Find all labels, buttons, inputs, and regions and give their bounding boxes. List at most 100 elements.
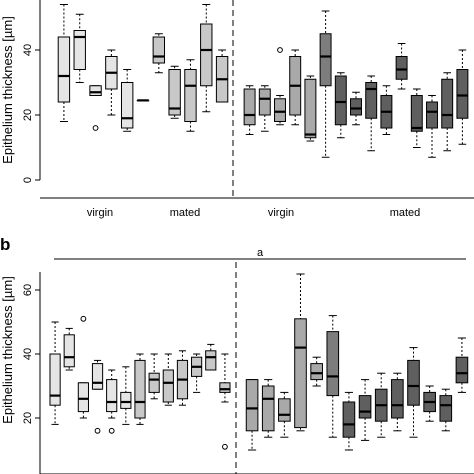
box-iqr [410, 95, 423, 132]
box-iqr [200, 23, 213, 87]
y-axis-label-bottom: Epithelium thickness [µm] [0, 276, 15, 424]
y-axis-top: 0 20 40 [22, 0, 41, 183]
box [395, 43, 408, 90]
box [274, 47, 286, 126]
box [245, 379, 259, 451]
box [243, 85, 256, 135]
outlier-point [80, 315, 87, 322]
box [391, 372, 404, 432]
group-label-mated-left: mated [170, 207, 201, 219]
box-group-bottom [49, 273, 469, 451]
box [342, 391, 356, 451]
box-iqr [91, 363, 104, 390]
box [57, 4, 71, 122]
box-iqr [319, 33, 332, 87]
box [319, 10, 332, 158]
y-tick-label: 20 [22, 412, 34, 424]
box [278, 391, 291, 438]
box [439, 388, 453, 432]
box-iqr [439, 395, 453, 422]
box-iqr [334, 75, 347, 126]
box [219, 353, 231, 450]
y-tick-label: 40 [22, 44, 34, 56]
box-iqr [326, 331, 340, 397]
box [456, 49, 469, 145]
outlier-point [92, 125, 99, 131]
box [410, 88, 423, 148]
box-iqr [49, 353, 61, 406]
panel-a: Epithelium thickness [µm] 0 20 40 virgin m… [0, 0, 474, 219]
box-iqr [278, 398, 291, 422]
box-iqr [205, 350, 217, 371]
box-iqr [148, 372, 160, 393]
box [294, 273, 307, 432]
panel-b: b Epithelium thickness [µm] 20 40 60 a [0, 235, 474, 474]
box-iqr [245, 379, 259, 432]
box-iqr [219, 382, 231, 393]
box-iqr [391, 379, 404, 419]
box [441, 72, 454, 152]
box [162, 353, 174, 406]
box [136, 99, 150, 102]
box-iqr [358, 395, 372, 419]
box-iqr [274, 98, 286, 122]
box [176, 350, 189, 406]
box-iqr [134, 359, 146, 419]
box [358, 379, 372, 441]
box-iqr [456, 69, 469, 119]
box [258, 85, 271, 132]
box [326, 315, 340, 438]
outlier-point [222, 443, 228, 450]
outlier-point [94, 427, 101, 434]
box-iqr [57, 36, 71, 103]
box-iqr [73, 30, 86, 70]
box [261, 379, 275, 438]
box-iqr [162, 369, 174, 403]
y-tick-label: 0 [22, 177, 34, 183]
box [63, 327, 75, 371]
box-iqr [63, 334, 75, 368]
box-iqr [261, 385, 275, 432]
y-axis-bottom: 20 40 60 [22, 272, 41, 474]
box-iqr [106, 379, 118, 413]
box [73, 13, 86, 83]
box [106, 369, 118, 434]
box [191, 353, 203, 393]
box [334, 72, 347, 139]
outlier-point [108, 427, 115, 434]
box [91, 359, 104, 434]
box-iqr [120, 391, 132, 409]
box-iqr [304, 78, 317, 139]
box-iqr [365, 82, 378, 119]
box-iqr [395, 56, 408, 80]
box-iqr [89, 85, 102, 96]
box-iqr [426, 101, 438, 129]
box-iqr [258, 88, 271, 116]
box [89, 85, 102, 131]
significance-label: a [257, 247, 264, 259]
box [426, 95, 438, 158]
box [120, 366, 132, 425]
group-label-mated-right: mated [390, 207, 421, 219]
group-label-virgin-right: virgin [268, 207, 294, 219]
box [310, 356, 323, 387]
box-group-top [57, 4, 469, 158]
box-iqr [441, 78, 454, 129]
box-iqr [120, 82, 134, 129]
y-tick-label: 20 [22, 109, 34, 121]
box [152, 33, 166, 74]
box [134, 353, 146, 425]
box-iqr [184, 69, 197, 122]
y-tick-label: 60 [22, 284, 34, 296]
box-iqr [243, 88, 256, 126]
box-iqr [168, 69, 181, 116]
box [289, 49, 302, 126]
box [77, 315, 89, 419]
box [455, 337, 469, 393]
box-iqr [407, 359, 420, 406]
outlier-point [277, 47, 283, 53]
panel-label-b: b [0, 235, 10, 254]
box [304, 75, 317, 142]
y-axis-label-top: Epithelium thickness [µm] [0, 16, 15, 164]
box [205, 343, 217, 371]
